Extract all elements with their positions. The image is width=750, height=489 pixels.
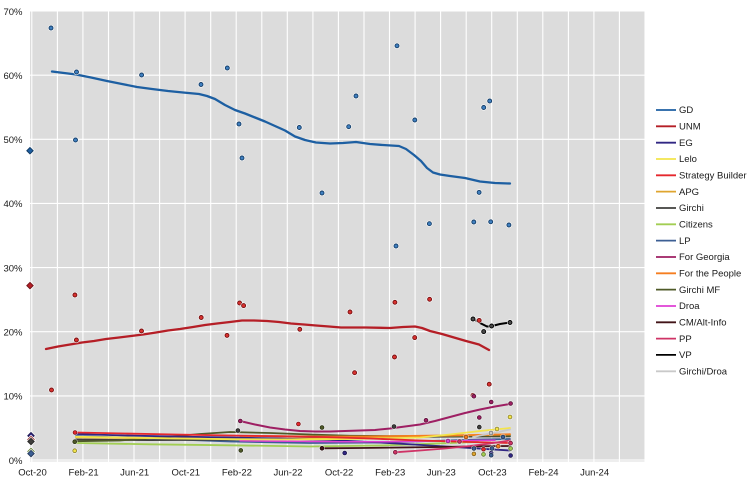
svg-text:Jun-21: Jun-21 <box>120 467 149 478</box>
svg-text:For the People: For the People <box>679 269 741 280</box>
svg-text:20%: 20% <box>3 328 23 339</box>
svg-text:GD: GD <box>679 105 693 116</box>
svg-text:70%: 70% <box>3 7 23 18</box>
svg-text:CM/Alt-Info: CM/Alt-Info <box>679 318 727 329</box>
svg-text:Oct-20: Oct-20 <box>18 467 47 478</box>
svg-text:Strategy Builder: Strategy Builder <box>679 171 747 182</box>
svg-text:APG: APG <box>679 187 699 198</box>
svg-text:VP: VP <box>679 350 692 361</box>
svg-text:Girchi MF: Girchi MF <box>679 285 720 296</box>
svg-text:Feb-23: Feb-23 <box>375 467 405 478</box>
svg-text:30%: 30% <box>3 263 23 274</box>
svg-text:Oct-23: Oct-23 <box>478 467 507 478</box>
svg-text:Oct-22: Oct-22 <box>325 467 354 478</box>
svg-text:40%: 40% <box>3 199 23 210</box>
svg-text:Jun-22: Jun-22 <box>273 467 302 478</box>
svg-text:Feb-24: Feb-24 <box>528 467 558 478</box>
svg-text:10%: 10% <box>3 392 23 403</box>
svg-text:Citizens: Citizens <box>679 220 713 231</box>
svg-text:Oct-21: Oct-21 <box>172 467 201 478</box>
svg-text:Jun-23: Jun-23 <box>427 467 456 478</box>
svg-text:Lelo: Lelo <box>679 154 697 165</box>
svg-text:Girchi: Girchi <box>679 203 704 214</box>
svg-text:LP: LP <box>679 236 691 247</box>
svg-text:50%: 50% <box>3 135 23 146</box>
svg-text:PP: PP <box>679 334 692 345</box>
svg-text:EG: EG <box>679 138 693 149</box>
svg-text:Feb-21: Feb-21 <box>69 467 99 478</box>
svg-text:60%: 60% <box>3 71 23 82</box>
svg-text:Feb-22: Feb-22 <box>222 467 252 478</box>
svg-text:Girchi/Droa: Girchi/Droa <box>679 367 728 378</box>
svg-text:UNM: UNM <box>679 122 701 133</box>
svg-text:Jun-24: Jun-24 <box>580 467 609 478</box>
svg-text:0%: 0% <box>9 456 23 467</box>
svg-text:Droa: Droa <box>679 301 700 312</box>
svg-text:For Georgia: For Georgia <box>679 252 730 263</box>
